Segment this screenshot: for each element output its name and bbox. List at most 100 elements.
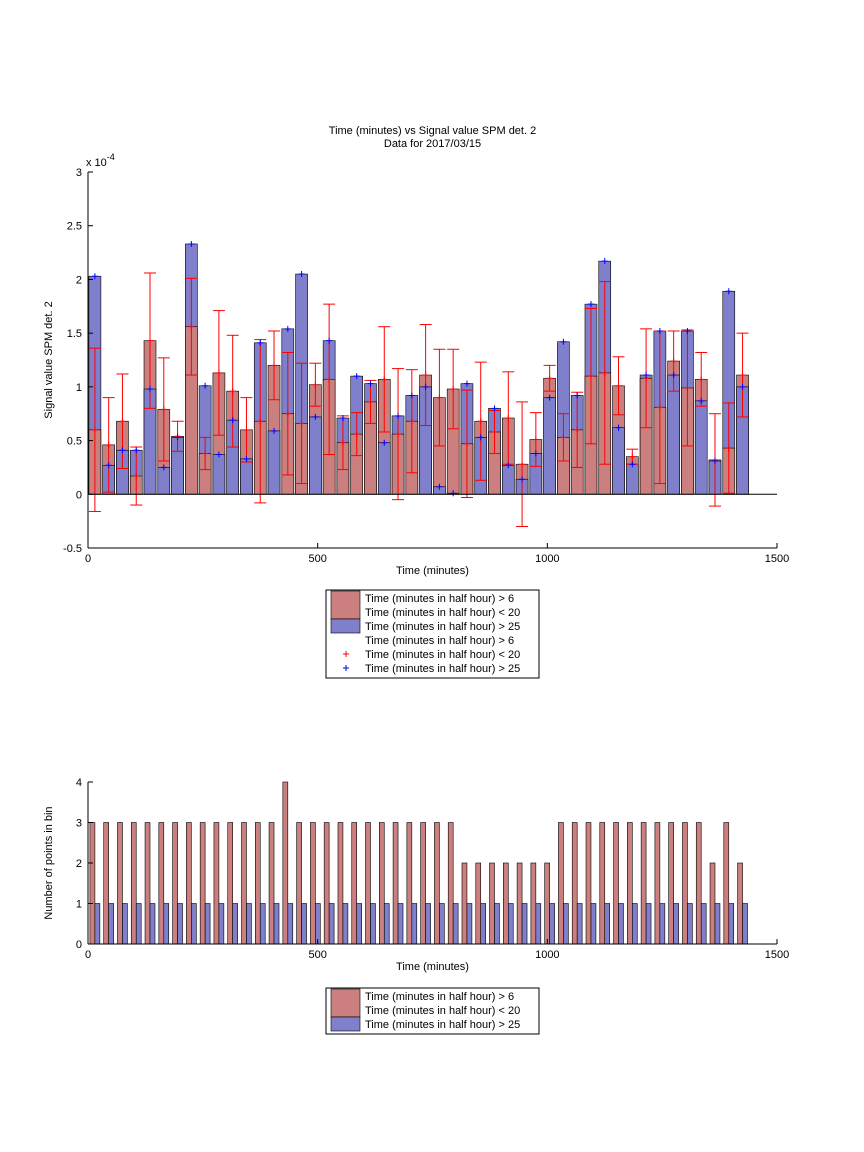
bar — [240, 458, 253, 495]
error-bar — [185, 277, 198, 376]
bar — [516, 862, 523, 945]
bar — [480, 903, 486, 945]
bar — [309, 416, 322, 495]
x-tick-label: 1500 — [765, 553, 789, 565]
point-marker — [422, 383, 429, 390]
error-bar-marker — [656, 404, 663, 411]
error-bar-marker — [560, 434, 567, 441]
error-bar — [419, 324, 432, 427]
error-bar-marker — [587, 373, 594, 380]
error-bar — [722, 402, 735, 494]
bar — [365, 822, 371, 945]
legend-box — [325, 987, 540, 1035]
bar — [475, 862, 482, 945]
bar — [709, 862, 716, 945]
point-marker — [463, 380, 470, 387]
error-bar — [460, 389, 473, 499]
bar — [501, 464, 515, 495]
x-tick-label: 0 — [85, 553, 91, 565]
error-bar-marker — [395, 431, 402, 438]
bar — [668, 822, 674, 945]
error-bar — [268, 330, 281, 401]
error-bar — [350, 412, 363, 457]
point-marker — [725, 288, 732, 295]
bar — [108, 903, 114, 945]
point-marker — [257, 339, 264, 346]
bar — [315, 903, 321, 945]
y-tick-label: 2 — [76, 858, 82, 870]
error-bar — [281, 351, 294, 476]
bar — [370, 903, 376, 945]
error-bar-marker — [339, 439, 346, 446]
bar — [682, 822, 688, 945]
error-bar — [447, 348, 460, 430]
error-bar — [254, 339, 267, 504]
legend-label: Time (minutes in half hour) > 25 — [365, 663, 520, 675]
bar — [213, 822, 220, 945]
y-tick-label: 1.5 — [67, 328, 82, 340]
point-marker — [684, 327, 691, 334]
bar — [310, 822, 316, 945]
error-bar-marker — [601, 369, 608, 376]
error-bar-marker — [463, 440, 470, 447]
y-tick-label: 1 — [76, 382, 82, 394]
bar — [714, 903, 721, 945]
legend-swatch — [330, 618, 361, 634]
error-bar — [529, 412, 542, 467]
legend-box — [325, 589, 540, 679]
error-bar — [102, 397, 115, 493]
point-marker — [711, 457, 718, 464]
x-tick-label: 1500 — [765, 949, 789, 961]
y-axis-label: Number of points in bin — [43, 806, 55, 919]
bar — [728, 903, 735, 945]
error-bar-marker — [477, 418, 484, 425]
y-axis-label: Signal value SPM det. 2 — [43, 301, 55, 418]
bar — [191, 903, 197, 945]
bar — [379, 822, 385, 945]
bar — [667, 374, 680, 495]
y-multiplier: x 10-4 — [86, 152, 115, 169]
error-bar-marker — [505, 415, 512, 422]
bar — [613, 822, 619, 945]
bar — [507, 903, 514, 945]
point-marker — [408, 392, 415, 399]
error-bar — [88, 347, 101, 512]
bar — [659, 903, 666, 945]
error-bar-marker — [312, 381, 319, 388]
legend-marker — [343, 651, 349, 657]
point-marker — [477, 434, 484, 441]
bar — [612, 427, 625, 495]
point-marker — [670, 372, 677, 379]
legend-label: Time (minutes in half hour) > 25 — [365, 1019, 520, 1031]
bar — [172, 822, 178, 945]
error-bar-marker — [684, 384, 691, 391]
error-bar-marker — [119, 418, 126, 425]
y-tick-label: 3 — [76, 167, 82, 179]
bar — [267, 430, 281, 495]
error-bar-marker — [519, 461, 526, 468]
error-bar-marker — [353, 431, 360, 438]
point-marker — [739, 383, 746, 390]
bar — [149, 903, 156, 945]
error-bar — [640, 328, 653, 429]
error-bar — [433, 348, 446, 447]
error-bar — [405, 369, 418, 474]
point-marker — [560, 338, 567, 345]
bar — [626, 463, 639, 495]
bar — [268, 822, 275, 945]
error-bar-marker — [408, 418, 415, 425]
legend-swatch — [330, 590, 361, 620]
error-bar — [199, 436, 212, 471]
point-marker — [284, 325, 291, 332]
point-marker — [174, 434, 181, 441]
bar — [503, 862, 509, 945]
bar — [549, 903, 555, 945]
error-bar — [557, 413, 570, 462]
legend-label: Time (minutes in half hour) < 20 — [365, 1005, 520, 1017]
y-multiplier-exponent: -4 — [107, 152, 115, 162]
error-bar-marker — [450, 386, 457, 393]
y-tick-label: 3 — [76, 818, 82, 830]
bar — [447, 822, 454, 945]
error-bar-marker — [739, 372, 746, 379]
error-bar-marker — [243, 426, 250, 433]
